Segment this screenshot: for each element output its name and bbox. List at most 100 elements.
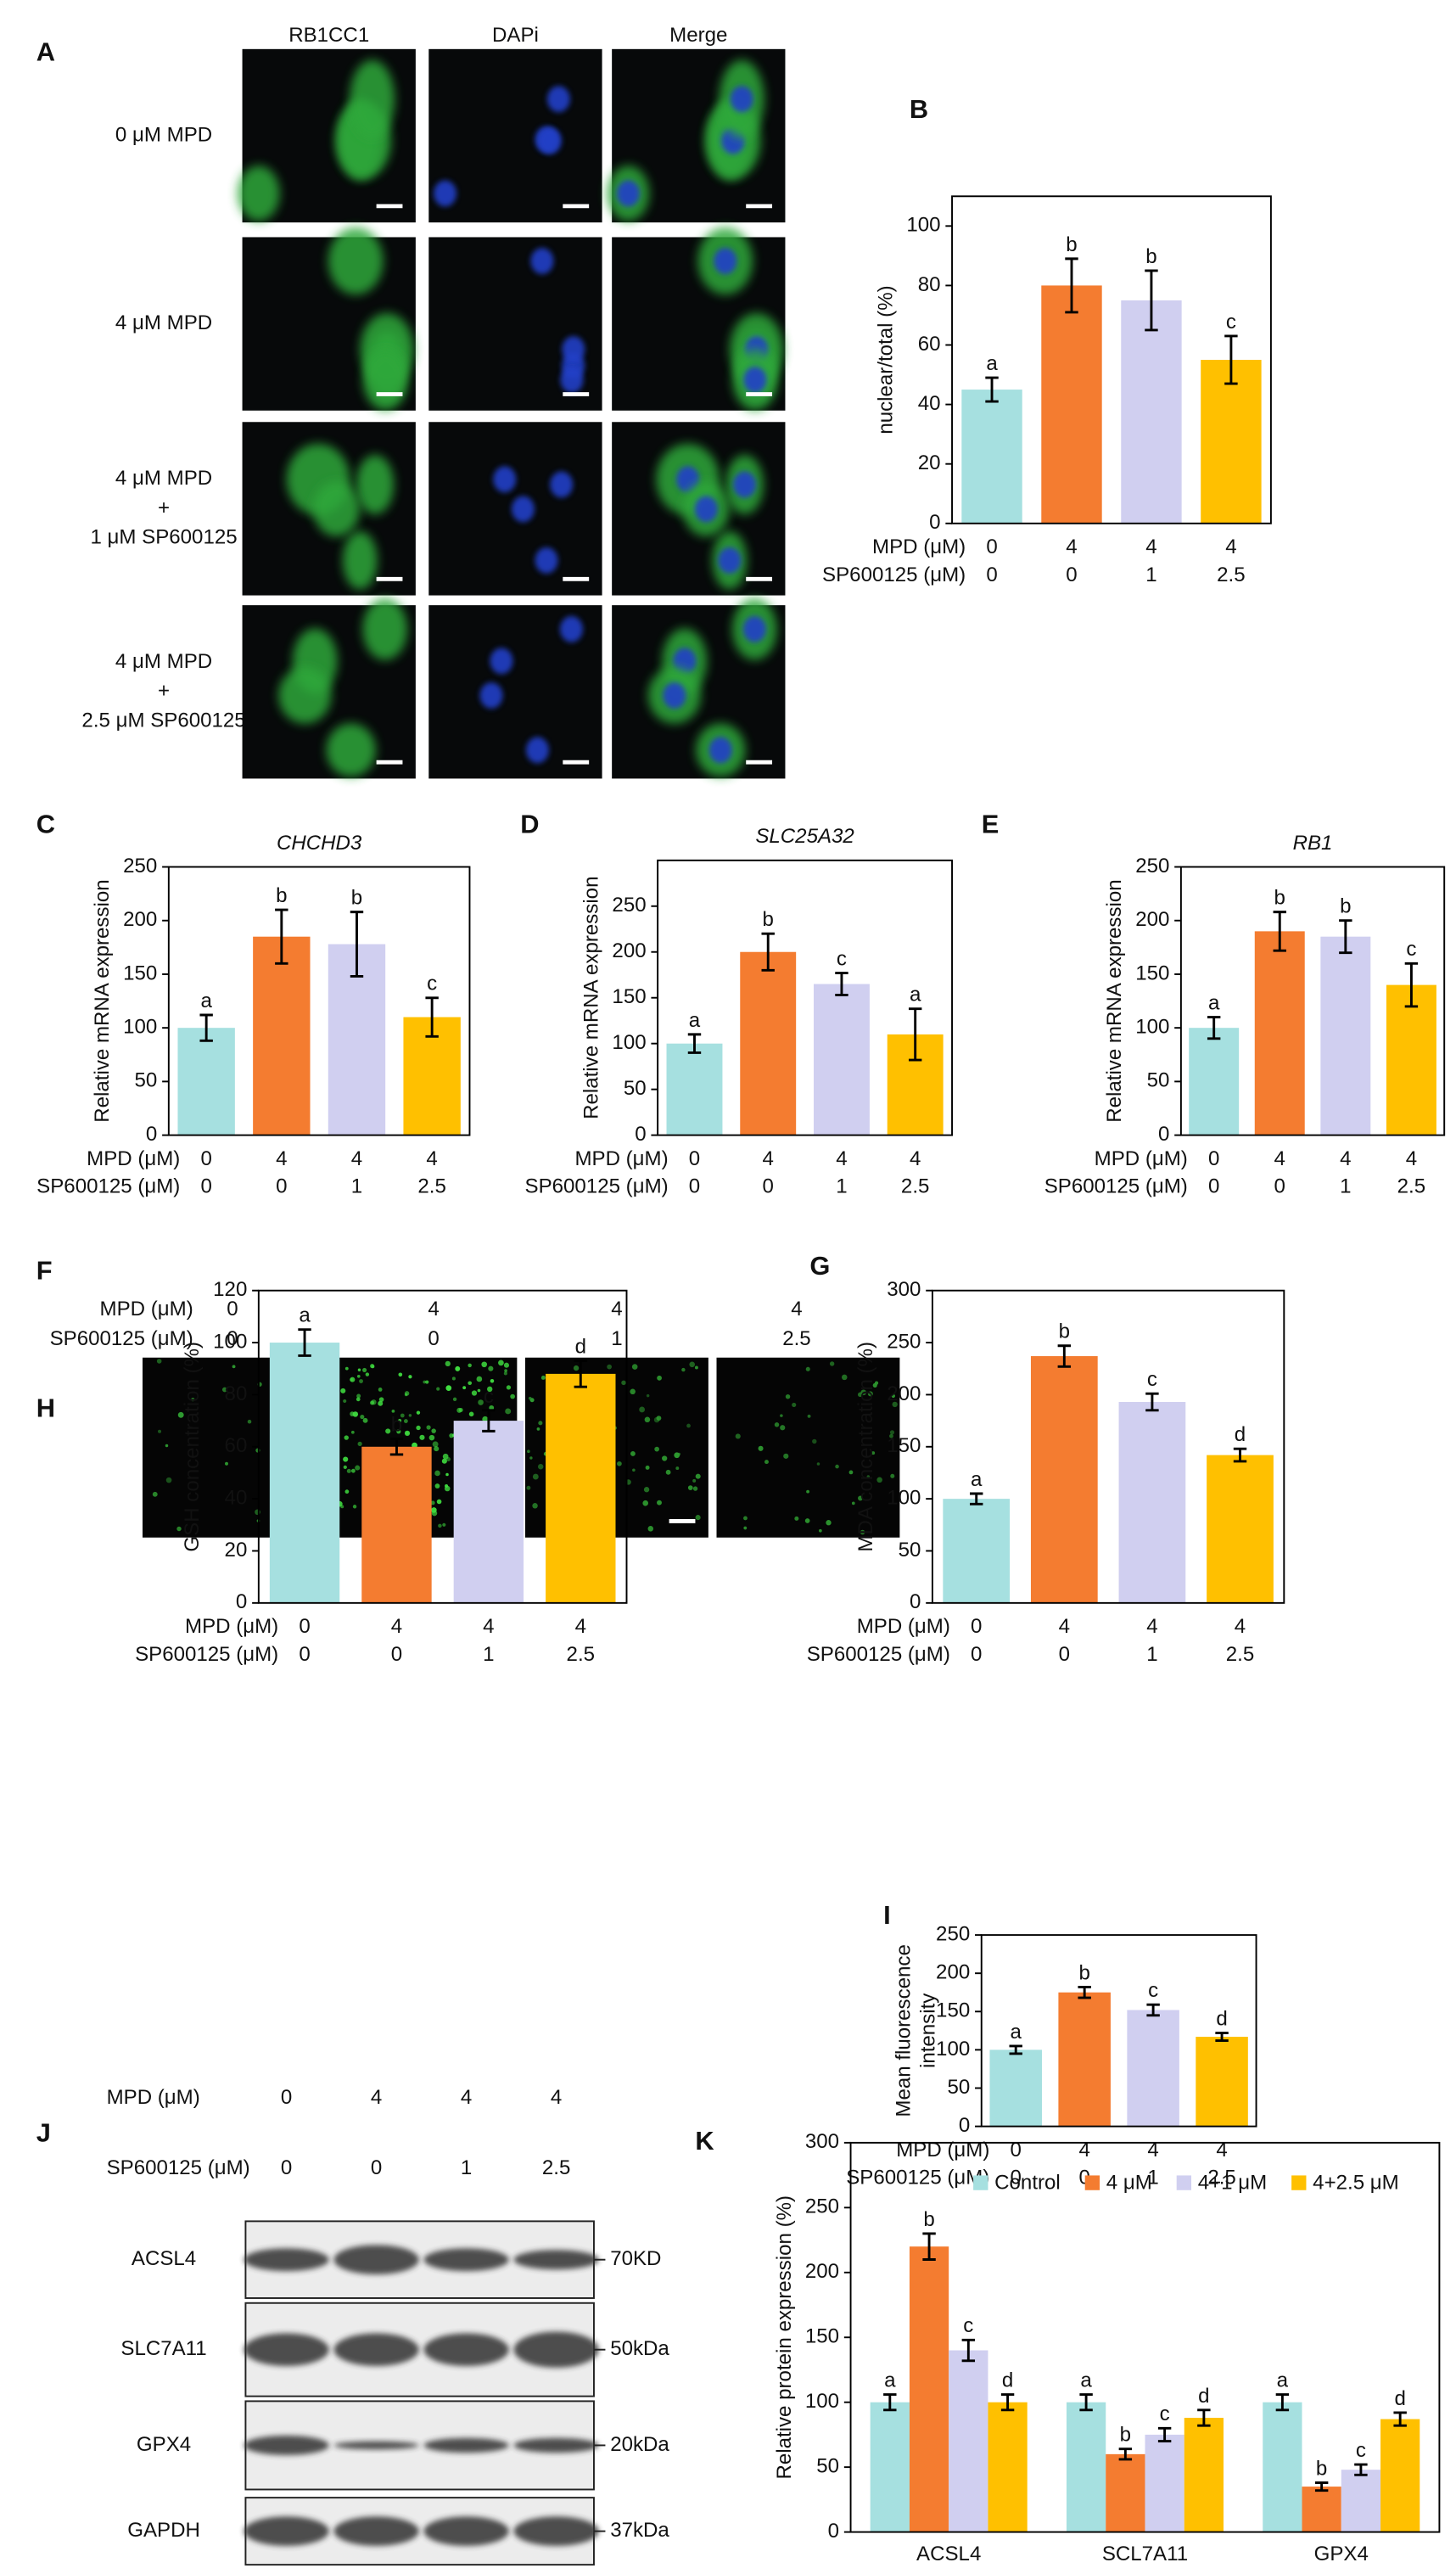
dot bbox=[681, 1367, 686, 1372]
x-tick-label: 2.5 bbox=[1217, 564, 1245, 586]
dot bbox=[536, 1427, 540, 1431]
error-bar bbox=[482, 1409, 496, 1433]
dot bbox=[819, 1528, 822, 1533]
dot bbox=[156, 1359, 162, 1364]
significance-letter: c bbox=[427, 973, 437, 995]
dot bbox=[780, 1414, 783, 1417]
micrograph bbox=[237, 48, 416, 223]
dot bbox=[639, 1406, 645, 1413]
error-bar bbox=[1065, 257, 1078, 314]
x-tick-label: 0 bbox=[276, 1175, 287, 1198]
y-tick-label: 150 bbox=[1135, 962, 1169, 984]
x-tick-label: 4 bbox=[1406, 1147, 1417, 1170]
error-bar bbox=[574, 1360, 588, 1388]
dot bbox=[527, 1449, 530, 1454]
band bbox=[244, 2333, 329, 2366]
row-value: 1 bbox=[611, 1327, 622, 1350]
dot bbox=[359, 1379, 363, 1383]
bar bbox=[1201, 360, 1262, 524]
significance-letter: a bbox=[986, 352, 998, 375]
cell-green bbox=[342, 530, 378, 590]
x-tick-label: 4 bbox=[1235, 1615, 1246, 1638]
row-label: + bbox=[158, 496, 170, 519]
dot bbox=[468, 1411, 474, 1417]
row-value: 4 bbox=[551, 2086, 562, 2109]
row-value: 4 bbox=[461, 2086, 472, 2109]
bar bbox=[269, 1343, 340, 1603]
row-value: 0 bbox=[227, 1298, 238, 1320]
nucleus-blue bbox=[694, 496, 718, 523]
image-bg bbox=[428, 48, 602, 223]
dot bbox=[695, 1473, 701, 1479]
dot bbox=[674, 1452, 680, 1459]
dot bbox=[812, 1438, 817, 1444]
row-name: SP600125 (μM) bbox=[36, 1175, 180, 1198]
error-bar bbox=[985, 376, 999, 403]
y-axis-title: Relative mRNA expression bbox=[580, 877, 602, 1119]
dot bbox=[350, 1468, 356, 1473]
error-bar bbox=[1233, 1447, 1247, 1463]
error-bar bbox=[298, 1328, 311, 1357]
x-tick-label: 4 bbox=[1225, 535, 1236, 558]
dot bbox=[468, 1363, 472, 1368]
bar bbox=[1058, 1992, 1111, 2127]
dot bbox=[436, 1499, 442, 1505]
bar bbox=[1184, 2418, 1224, 2532]
significance-letter: c bbox=[1356, 2439, 1366, 2462]
error-bar bbox=[835, 972, 848, 996]
x-tick-label: 0 bbox=[971, 1643, 982, 1666]
x-tick-label: 2.5 bbox=[1226, 1643, 1254, 1666]
dot bbox=[764, 1460, 769, 1465]
row-name: MPD (μM) bbox=[185, 1615, 278, 1638]
x-tick-label: 4 bbox=[1146, 1615, 1157, 1638]
error-bar bbox=[389, 1438, 404, 1456]
dot bbox=[689, 1361, 696, 1368]
dot bbox=[735, 1433, 741, 1439]
dot bbox=[471, 1390, 478, 1396]
significance-letter: a bbox=[884, 2369, 896, 2391]
micrograph bbox=[428, 48, 602, 223]
row-label: + bbox=[158, 680, 170, 703]
bar bbox=[1341, 2470, 1381, 2532]
y-tick-label: 0 bbox=[635, 1123, 646, 1146]
column-header: RB1CC1 bbox=[288, 24, 369, 47]
error-bar bbox=[425, 996, 439, 1038]
column-header: Merge bbox=[669, 24, 727, 47]
dot bbox=[743, 1516, 748, 1521]
error-bar bbox=[1224, 334, 1238, 385]
dot bbox=[758, 1445, 764, 1451]
x-tick-label: 1 bbox=[351, 1175, 362, 1198]
band bbox=[513, 2250, 599, 2270]
dot bbox=[694, 1365, 698, 1370]
y-tick-label: 0 bbox=[929, 511, 940, 534]
row-value: 0 bbox=[371, 2156, 382, 2179]
y-tick-label: 20 bbox=[225, 1539, 248, 1562]
band bbox=[513, 2516, 599, 2546]
nucleus-blue bbox=[562, 336, 585, 362]
dot bbox=[872, 1382, 877, 1388]
dot bbox=[350, 1411, 355, 1416]
row-name: SP600125 (μM) bbox=[525, 1175, 669, 1198]
y-tick-label: 250 bbox=[123, 855, 157, 877]
dot bbox=[835, 1464, 839, 1469]
y-tick-label: 50 bbox=[624, 1077, 647, 1100]
error-bar bbox=[1146, 2003, 1160, 2017]
dot bbox=[158, 1429, 162, 1433]
bar bbox=[1145, 2434, 1184, 2532]
dot bbox=[889, 1433, 893, 1438]
error-bar bbox=[1157, 2426, 1172, 2443]
error-bar bbox=[1079, 2393, 1093, 2412]
dot bbox=[665, 1469, 671, 1475]
row-value: 0 bbox=[227, 1327, 238, 1350]
western-blot bbox=[244, 2220, 599, 2299]
nucleus-blue bbox=[479, 682, 503, 709]
nucleus-blue bbox=[535, 547, 558, 574]
row-name: SP600125 (μM) bbox=[807, 1643, 950, 1666]
x-tick-label: 1 bbox=[836, 1175, 847, 1198]
y-tick-label: 100 bbox=[213, 1330, 247, 1353]
row-name: SP600125 (μM) bbox=[107, 2156, 250, 2179]
dot bbox=[177, 1411, 184, 1418]
dot bbox=[607, 1364, 613, 1370]
x-tick-label: 0 bbox=[689, 1175, 700, 1198]
dot bbox=[889, 1430, 895, 1435]
